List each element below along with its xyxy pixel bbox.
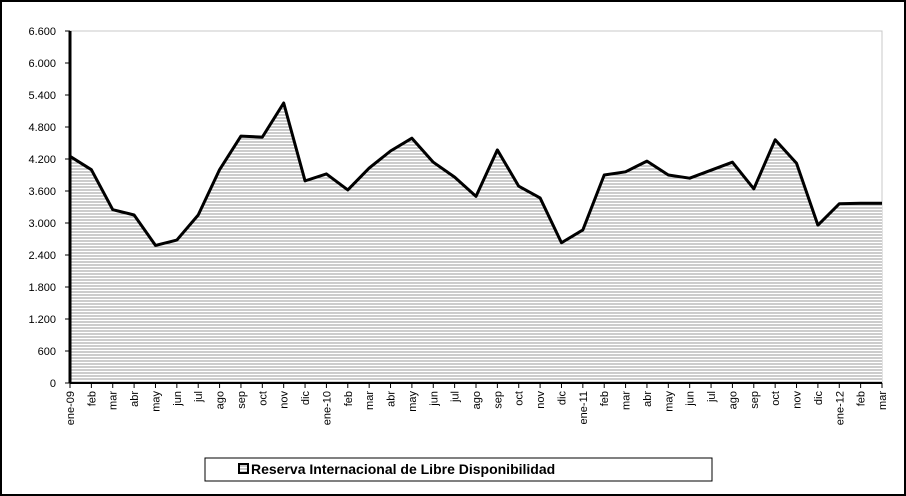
area xyxy=(70,103,882,383)
x-tick-label: mar xyxy=(364,391,376,410)
y-tick-label: 0 xyxy=(50,378,56,390)
y-tick-label: 2.400 xyxy=(28,250,56,262)
x-tick-label: nov xyxy=(535,391,547,409)
y-tick-label: 4.200 xyxy=(28,154,56,166)
x-tick-label: mar xyxy=(877,391,889,410)
x-tick-label: jul xyxy=(193,391,205,403)
y-tick-label: 600 xyxy=(38,346,56,358)
x-tick-label: sep xyxy=(236,391,248,409)
x-tick-label: ene-09 xyxy=(65,391,77,425)
x-tick-label: mar xyxy=(108,391,120,410)
x-tick-label: jul xyxy=(706,391,718,403)
y-tick-label: 1.200 xyxy=(28,314,56,326)
x-tick-label: may xyxy=(407,391,419,412)
x-tick-label: feb xyxy=(599,391,611,406)
x-tick-label: abr xyxy=(129,391,141,407)
x-tick-label: abr xyxy=(386,391,398,407)
x-tick-label: sep xyxy=(749,391,761,409)
legend-box xyxy=(204,457,713,482)
x-tick-label: jun xyxy=(685,391,697,407)
y-tick-label: 3.600 xyxy=(28,186,56,198)
x-tick-label: jun xyxy=(428,391,440,407)
legend: Reserva Internacional de Libre Disponibi… xyxy=(204,457,713,482)
x-tick-label: ago xyxy=(727,391,739,409)
x-tick-label: mar xyxy=(621,391,633,410)
x-tick-label: dic xyxy=(300,391,312,406)
x-tick-label: feb xyxy=(856,391,868,406)
x-tick-label: nov xyxy=(792,391,804,409)
y-tick-label: 6.000 xyxy=(28,58,56,70)
x-tick-label: may xyxy=(150,391,162,412)
y-tick-label: 4.800 xyxy=(28,122,56,134)
x-tick-label: ago xyxy=(215,391,227,409)
y-tick-label: 3.000 xyxy=(28,218,56,230)
x-tick-label: oct xyxy=(770,391,782,406)
x-tick-label: feb xyxy=(86,391,98,406)
x-tick-label: ene-12 xyxy=(834,391,846,425)
line xyxy=(69,101,882,247)
y-tick-label: 6.600 xyxy=(28,26,56,38)
y-tick-label: 1.800 xyxy=(28,282,56,294)
x-tick-label: dic xyxy=(556,391,568,406)
y-tick-label: 5.400 xyxy=(28,90,56,102)
x-tick-label: feb xyxy=(343,391,355,406)
x-tick-label: jun xyxy=(172,391,184,407)
x-tick-label: jul xyxy=(450,391,462,403)
legend-swatch xyxy=(238,463,249,474)
x-tick-label: ene-11 xyxy=(578,391,590,424)
x-tick-label: ago xyxy=(471,391,483,409)
x-tick-label: may xyxy=(663,391,675,412)
x-tick-label: nov xyxy=(279,391,291,409)
x-tick-label: oct xyxy=(514,391,526,406)
x-tick-label: sep xyxy=(492,391,504,409)
x-tick-label: abr xyxy=(642,391,654,407)
legend-label: Reserva Internacional de Libre Disponibi… xyxy=(251,461,555,477)
x-tick-label: dic xyxy=(813,391,825,406)
x-tick-label: ene-10 xyxy=(321,391,333,425)
x-tick-label: oct xyxy=(257,391,269,406)
